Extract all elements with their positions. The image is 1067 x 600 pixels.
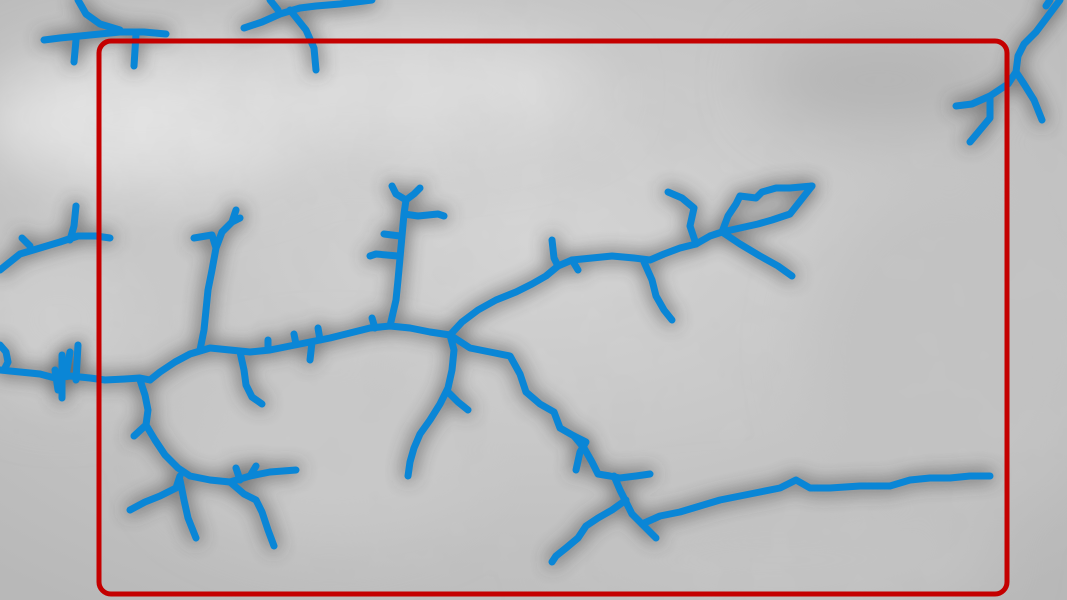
river-segment[interactable] — [640, 258, 676, 324]
river-segment[interactable] — [236, 348, 266, 408]
river-segment[interactable] — [664, 188, 700, 248]
river-segment[interactable] — [0, 366, 154, 384]
river-segment[interactable] — [610, 472, 660, 542]
river-segment[interactable] — [146, 322, 454, 384]
river-segment[interactable] — [0, 341, 12, 374]
river-segment[interactable] — [952, 0, 1064, 146]
selection-rectangle[interactable] — [96, 38, 1010, 597]
river-network[interactable] — [0, 0, 1064, 566]
river-segment[interactable] — [366, 182, 448, 330]
river-segment[interactable] — [190, 206, 244, 354]
river-segment[interactable] — [718, 228, 796, 280]
river-segment[interactable] — [226, 462, 278, 550]
river-segment[interactable] — [570, 432, 590, 474]
river-segment[interactable] — [126, 472, 200, 542]
river-segment[interactable] — [40, 0, 170, 70]
river-segment[interactable] — [638, 472, 994, 528]
river-segment[interactable] — [718, 182, 816, 236]
river-segment[interactable] — [130, 376, 300, 486]
river-segment[interactable] — [264, 314, 379, 364]
river-segment[interactable] — [51, 341, 82, 402]
river-segment[interactable] — [0, 202, 114, 274]
river-segment[interactable] — [404, 331, 472, 480]
river-segment[interactable] — [548, 236, 582, 274]
river-segment[interactable] — [446, 182, 816, 339]
river-segment[interactable] — [548, 496, 630, 566]
